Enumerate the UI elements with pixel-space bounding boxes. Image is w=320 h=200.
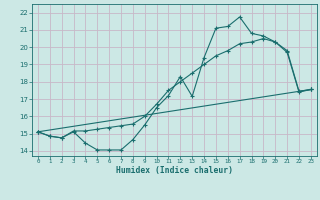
X-axis label: Humidex (Indice chaleur): Humidex (Indice chaleur): [116, 166, 233, 175]
